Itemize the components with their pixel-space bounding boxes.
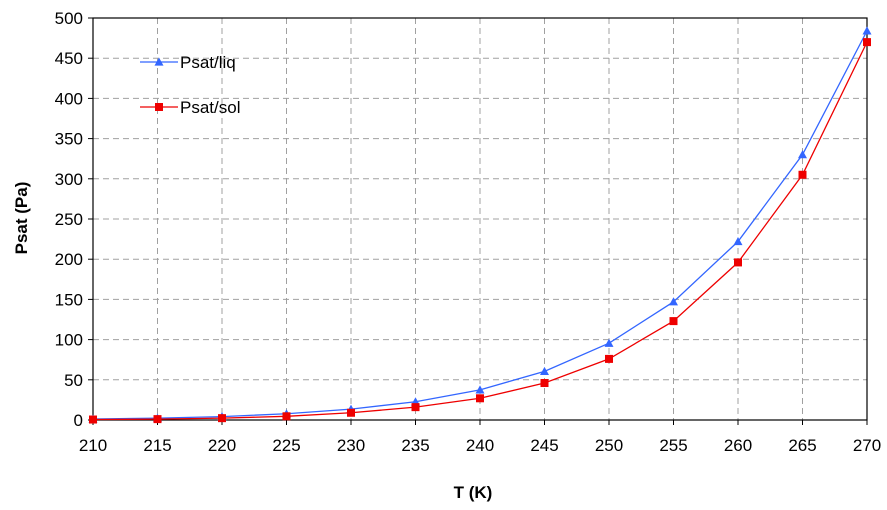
y-tick-label: 100 <box>55 331 83 350</box>
data-point <box>669 297 678 306</box>
x-tick-label: 215 <box>143 436 171 455</box>
y-tick-label: 400 <box>55 89 83 108</box>
y-tick-label: 200 <box>55 250 83 269</box>
legend-item: Psat/sol <box>140 98 240 117</box>
data-point <box>347 408 355 417</box>
data-point <box>89 415 97 424</box>
x-tick-label: 240 <box>466 436 494 455</box>
grid-lines <box>93 18 867 420</box>
x-tick-label: 245 <box>530 436 558 455</box>
x-tick-label: 225 <box>272 436 300 455</box>
y-tick-label: 300 <box>55 170 83 189</box>
data-point <box>540 366 549 375</box>
y-tick-label: 0 <box>74 411 83 430</box>
series-psat-sol <box>89 38 871 424</box>
y-tick-label: 50 <box>64 371 83 390</box>
x-axis-title: T (K) <box>454 483 493 502</box>
legend-label: Psat/liq <box>180 53 236 72</box>
x-tick-label: 270 <box>853 436 881 455</box>
x-tick-label: 220 <box>208 436 236 455</box>
data-point <box>153 415 162 424</box>
axes: 210 215 220 225 230 235 240 245 250 255 260 265 270 0… <box>55 9 882 455</box>
data-series <box>88 26 872 424</box>
x-tick-label: 230 <box>337 436 365 455</box>
x-tick-label: 260 <box>724 436 752 455</box>
data-point <box>604 338 614 347</box>
legend-marker <box>155 103 163 111</box>
data-point <box>282 412 291 421</box>
data-point <box>475 385 485 394</box>
x-tick-label: 255 <box>659 436 687 455</box>
data-point <box>734 258 742 267</box>
legend-label: Psat/sol <box>180 98 240 117</box>
data-point <box>863 38 871 47</box>
data-point <box>798 150 807 159</box>
data-point <box>669 317 678 326</box>
legend-marker <box>154 57 164 66</box>
y-tick-label: 350 <box>55 130 83 149</box>
data-point <box>733 237 743 246</box>
y-tick-label: 150 <box>55 290 83 309</box>
data-point <box>411 403 420 412</box>
legend-item: Psat/liq <box>140 53 236 72</box>
legend: Psat/liq Psat/sol <box>140 53 240 117</box>
y-tick-label: 250 <box>55 210 83 229</box>
data-point <box>798 170 807 179</box>
y-tick-label: 450 <box>55 49 83 68</box>
x-tick-label: 210 <box>79 436 107 455</box>
x-tick-label: 265 <box>788 436 816 455</box>
data-point <box>540 379 549 388</box>
data-point <box>476 394 484 403</box>
y-axis-title: Psat (Pa) <box>12 182 31 255</box>
data-point <box>218 414 226 423</box>
data-point <box>605 354 613 363</box>
x-tick-label: 235 <box>401 436 429 455</box>
data-point <box>862 26 872 35</box>
y-tick-label: 500 <box>55 9 83 28</box>
x-tick-label: 250 <box>595 436 623 455</box>
